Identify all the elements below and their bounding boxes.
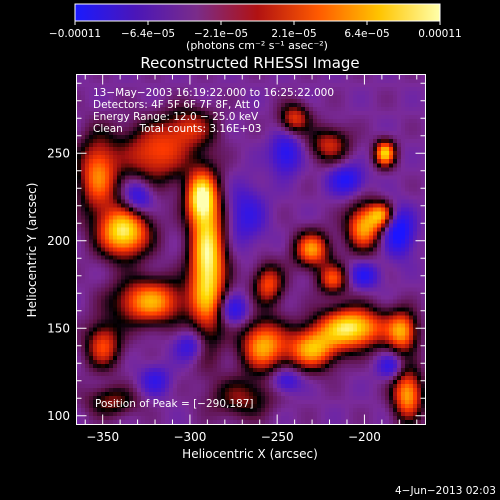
y-axis-label: Heliocentric Y (arcsec) (25, 183, 39, 318)
plot-frame (76, 74, 426, 425)
y-axis-ticks (76, 82, 426, 417)
x-axis-ticks (84, 74, 418, 425)
colorbar-tick-label: 6.4e−05 (344, 28, 389, 40)
x-tick-label: −200 (348, 430, 381, 444)
footer-timestamp: 4−Jun−2013 02:03 (395, 485, 496, 497)
colorbar-ticks (74, 21, 441, 25)
colorbar-tick-label: −6.4e−05 (121, 28, 175, 40)
info-line-date: 13−May−2003 16:19:22.000 to 16:25:22.000 (93, 87, 334, 99)
observation-info: 13−May−2003 16:19:22.000 to 16:25:22.000… (93, 87, 334, 135)
peak-position-label: Position of Peak = [−290,187] (95, 398, 254, 410)
x-axis-tick-labels: −350 −300 −250 −200 (86, 430, 381, 444)
colorbar-tick-label: −0.00011 (49, 28, 101, 40)
colorbar-unit-label: (photons cm⁻² s⁻¹ asec⁻²) (186, 39, 328, 52)
y-tick-label: 200 (47, 234, 70, 248)
x-tick-label: −350 (86, 430, 119, 444)
y-tick-label: 250 (47, 146, 70, 160)
colorbar-tick-label: 0.00011 (418, 28, 461, 40)
heatmap-image (77, 75, 425, 424)
chart-title: Reconstructed RHESSI Image (140, 54, 359, 72)
x-axis-label: Heliocentric X (arcsec) (182, 447, 318, 461)
colorbar-tick-label: 2.1e−05 (271, 28, 316, 40)
x-tick-label: −300 (173, 430, 206, 444)
info-line-detectors: Detectors: 4F 5F 6F 7F 8F, Att 0 (93, 99, 260, 111)
colorbar-gradient (74, 3, 441, 22)
info-line-energy: Energy Range: 12.0 − 25.0 keV (93, 111, 259, 123)
info-line-clean: Clean Total counts: 3.16E+03 (93, 123, 262, 135)
colorbar-tick-label: −2.1e−05 (194, 28, 248, 40)
y-tick-label: 100 (47, 409, 70, 423)
x-tick-label: −250 (261, 430, 294, 444)
y-tick-label: 150 (47, 321, 70, 335)
colorbar: −0.00011 −6.4e−05 −2.1e−05 2.1e−05 6.4e−05 0.… (49, 3, 462, 52)
colorbar-tick-labels: −0.00011 −6.4e−05 −2.1e−05 2.1e−05 6.4e−05 0.… (49, 28, 462, 40)
y-axis-tick-labels: 100 150 200 250 (47, 146, 70, 423)
